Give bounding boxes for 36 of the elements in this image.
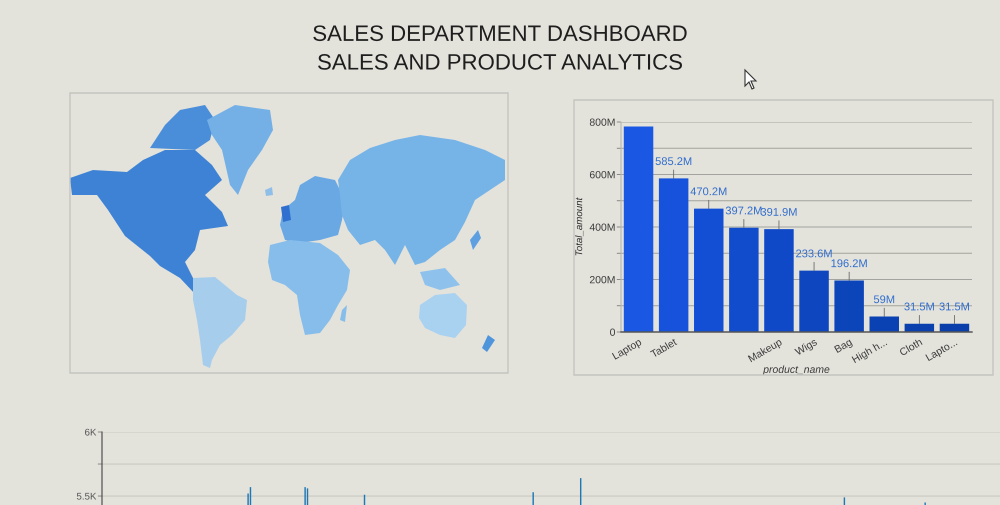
bar bbox=[799, 270, 829, 332]
bar bbox=[870, 316, 899, 332]
x-tick-label: Wigs bbox=[794, 338, 819, 358]
text: SALES AND PRODUCT ANALYTICS bbox=[318, 54, 682, 70]
bar bbox=[834, 280, 864, 332]
bar bbox=[729, 228, 759, 332]
y-tick-label: 800M bbox=[590, 118, 615, 126]
bar bbox=[764, 229, 794, 332]
y-tick-label: 5.5K bbox=[76, 492, 96, 500]
data-label: 59M bbox=[874, 295, 894, 304]
bar bbox=[940, 324, 970, 332]
data-label: 470.2M bbox=[690, 187, 726, 196]
text: SALES DEPARTMENT DASHBOARD bbox=[313, 25, 687, 42]
data-label: 233.6M bbox=[796, 250, 832, 258]
y-tick-label: 600M bbox=[590, 171, 615, 178]
data-label: 397.2M bbox=[726, 206, 762, 214]
bar bbox=[624, 126, 654, 332]
x-tick-label: Bag bbox=[834, 338, 854, 355]
data-label: 31.5M bbox=[939, 302, 969, 310]
y-axis-title: Total_amount bbox=[575, 197, 584, 256]
y-tick-label: 0 bbox=[610, 328, 616, 336]
x-tick-label: High h... bbox=[851, 338, 888, 365]
bar bbox=[904, 324, 934, 332]
data-label: 391.9M bbox=[760, 208, 797, 216]
x-tick-label: Lapto... bbox=[925, 338, 958, 363]
x-tick-label: Cloth bbox=[898, 338, 923, 356]
y-tick-label: 200M bbox=[590, 276, 615, 284]
x-tick-label: Tablet bbox=[650, 338, 678, 358]
x-axis-title: product_name bbox=[762, 365, 830, 376]
y-tick-label: 6K bbox=[85, 428, 96, 436]
data-label: 31.5M bbox=[904, 302, 934, 310]
y-tick-label: 400M bbox=[590, 224, 615, 231]
bar bbox=[694, 208, 724, 332]
bar bbox=[658, 178, 688, 332]
data-label: 585.2M bbox=[656, 157, 692, 166]
data-label: 196.2M bbox=[831, 259, 867, 268]
